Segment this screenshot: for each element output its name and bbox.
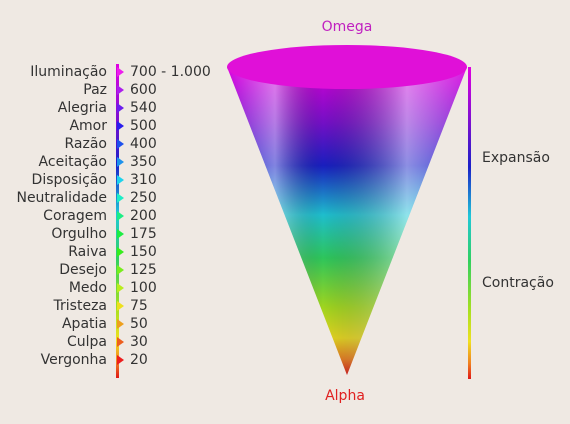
level-marker (117, 193, 124, 203)
level-value: 150 (130, 244, 157, 260)
level-value: 75 (130, 298, 148, 314)
level-value: 20 (130, 352, 148, 368)
cone-top (227, 45, 467, 89)
level-label: Medo (69, 280, 107, 296)
level-marker (117, 229, 124, 239)
level-label: Alegria (58, 100, 107, 116)
level-label: Aceitação (39, 154, 107, 170)
level-marker (117, 265, 124, 275)
level-value: 350 (130, 154, 157, 170)
level-label: Vergonha (41, 352, 107, 368)
level-label: Apatia (62, 316, 107, 332)
level-bar (116, 64, 119, 378)
level-marker (117, 247, 124, 257)
level-value: 100 (130, 280, 157, 296)
level-marker (117, 139, 124, 149)
level-marker (117, 157, 124, 167)
level-value: 310 (130, 172, 157, 188)
level-label: Orgulho (51, 226, 107, 242)
level-value: 200 (130, 208, 157, 224)
scale-bar (468, 67, 471, 379)
level-marker (117, 121, 124, 131)
level-value: 250 (130, 190, 157, 206)
level-label: Iluminação (30, 64, 107, 80)
contraction-label: Contração (482, 275, 554, 291)
level-value: 125 (130, 262, 157, 278)
level-marker (117, 211, 124, 221)
level-marker (117, 103, 124, 113)
level-label: Coragem (43, 208, 107, 224)
alpha-label: Alpha (325, 388, 365, 404)
cone-shading (227, 67, 467, 375)
level-label: Paz (83, 82, 107, 98)
level-value: 175 (130, 226, 157, 242)
level-label: Amor (69, 118, 107, 134)
level-value: 600 (130, 82, 157, 98)
level-value: 30 (130, 334, 148, 350)
level-marker (117, 301, 124, 311)
level-marker (117, 67, 124, 77)
level-label: Razão (65, 136, 108, 152)
level-marker (117, 319, 124, 329)
level-label: Tristeza (53, 298, 107, 314)
level-label: Disposição (32, 172, 107, 188)
omega-label: Omega (322, 19, 373, 35)
level-value: 50 (130, 316, 148, 332)
level-label: Desejo (59, 262, 107, 278)
level-marker (117, 355, 124, 365)
level-label: Neutralidade (16, 190, 107, 206)
level-label: Culpa (67, 334, 107, 350)
level-value: 500 (130, 118, 157, 134)
level-marker (117, 283, 124, 293)
level-value: 700 - 1.000 (130, 64, 211, 80)
level-marker (117, 85, 124, 95)
level-marker (117, 337, 124, 347)
expansion-label: Expansão (482, 150, 550, 166)
level-label: Raiva (68, 244, 107, 260)
level-value: 400 (130, 136, 157, 152)
level-marker (117, 175, 124, 185)
level-value: 540 (130, 100, 157, 116)
